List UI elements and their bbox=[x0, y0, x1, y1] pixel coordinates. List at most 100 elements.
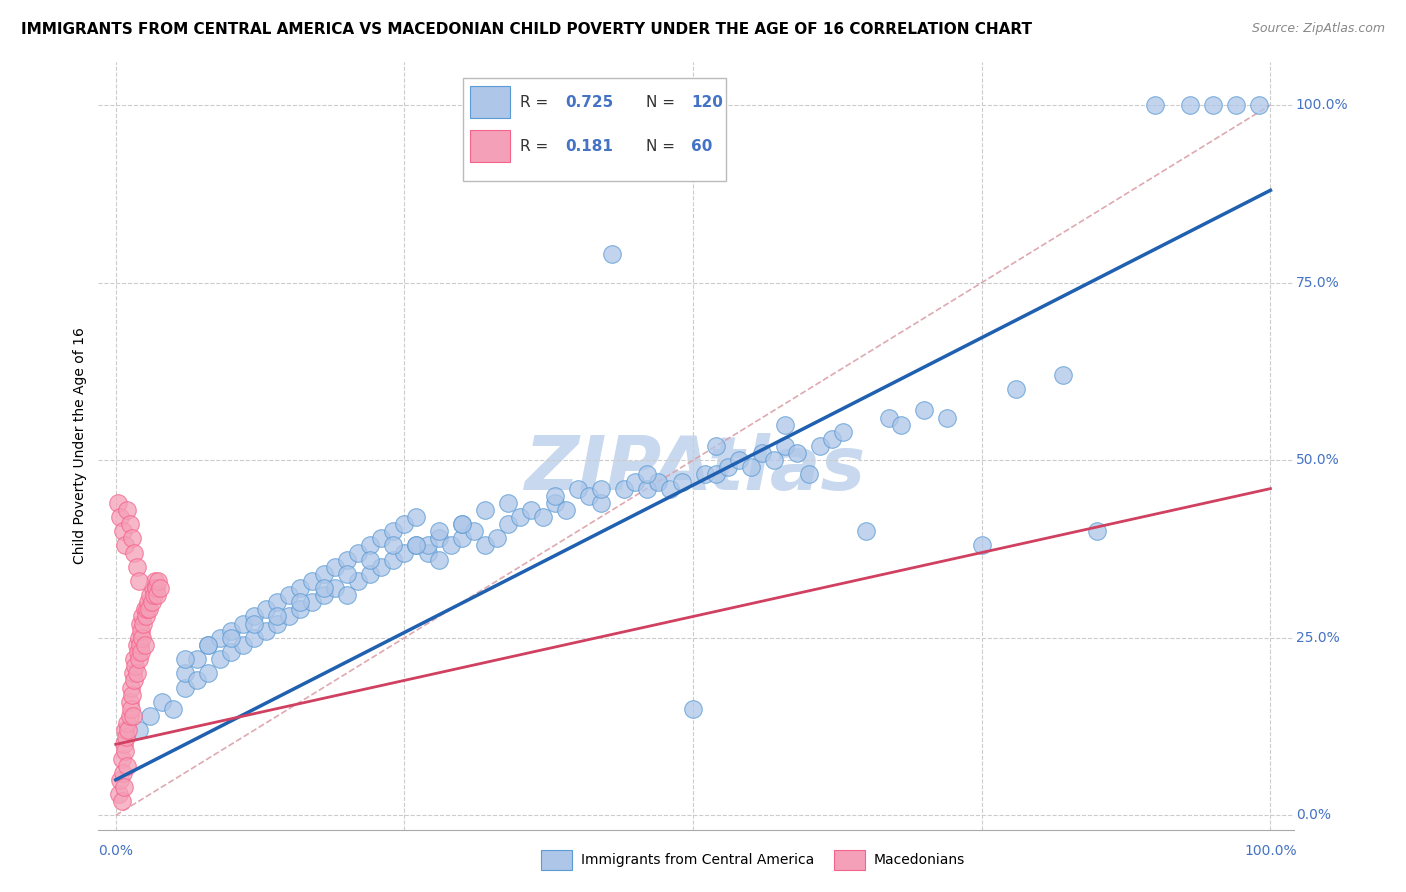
Point bbox=[118, 709, 141, 723]
Point bbox=[381, 524, 404, 539]
Point bbox=[879, 410, 901, 425]
Point bbox=[1178, 98, 1201, 112]
Point bbox=[110, 794, 132, 808]
Point bbox=[146, 588, 169, 602]
Point bbox=[439, 538, 461, 552]
Y-axis label: Child Poverty Under the Age of 16: Child Poverty Under the Age of 16 bbox=[73, 327, 87, 565]
Text: Macedonians: Macedonians bbox=[873, 853, 965, 867]
Point bbox=[135, 602, 157, 616]
Point bbox=[108, 787, 131, 801]
Point bbox=[112, 780, 135, 794]
Point bbox=[336, 552, 359, 566]
Point bbox=[117, 758, 139, 772]
Point bbox=[186, 673, 208, 688]
Point bbox=[290, 581, 312, 595]
Point bbox=[728, 453, 751, 467]
Point bbox=[498, 517, 520, 532]
Text: 100.0%: 100.0% bbox=[1244, 844, 1296, 858]
Point bbox=[111, 524, 134, 539]
Point bbox=[600, 247, 623, 261]
Point bbox=[107, 496, 129, 510]
Point bbox=[855, 524, 877, 539]
Point bbox=[543, 496, 565, 510]
Point bbox=[115, 730, 138, 744]
Point bbox=[786, 446, 808, 460]
Point bbox=[970, 538, 993, 552]
Point bbox=[416, 545, 439, 559]
Point bbox=[138, 602, 160, 616]
Point bbox=[110, 772, 132, 787]
Point bbox=[1247, 98, 1270, 112]
Point bbox=[121, 532, 143, 546]
Point bbox=[312, 581, 335, 595]
Point bbox=[120, 681, 142, 695]
Point bbox=[451, 517, 474, 532]
Point bbox=[150, 695, 173, 709]
Point bbox=[463, 524, 485, 539]
Point bbox=[775, 417, 797, 432]
Point bbox=[381, 538, 404, 552]
Point bbox=[451, 517, 474, 532]
Point bbox=[219, 645, 242, 659]
Point bbox=[197, 638, 219, 652]
Point bbox=[359, 538, 381, 552]
Point bbox=[1143, 98, 1166, 112]
Point bbox=[323, 581, 346, 595]
Point bbox=[174, 681, 197, 695]
Point bbox=[142, 588, 165, 602]
Point bbox=[125, 559, 148, 574]
Point bbox=[139, 588, 162, 602]
Point bbox=[498, 496, 520, 510]
Point bbox=[174, 652, 197, 666]
Point bbox=[131, 631, 153, 645]
Point bbox=[135, 609, 157, 624]
Point bbox=[416, 538, 439, 552]
Text: IMMIGRANTS FROM CENTRAL AMERICA VS MACEDONIAN CHILD POVERTY UNDER THE AGE OF 16 : IMMIGRANTS FROM CENTRAL AMERICA VS MACED… bbox=[21, 22, 1032, 37]
Point bbox=[266, 609, 288, 624]
Point bbox=[243, 616, 266, 631]
Point bbox=[143, 574, 166, 588]
Point bbox=[567, 482, 589, 496]
Point bbox=[148, 574, 170, 588]
Point bbox=[127, 645, 149, 659]
Point bbox=[290, 595, 312, 609]
Point bbox=[671, 475, 693, 489]
Point bbox=[543, 489, 565, 503]
Text: Immigrants from Central America: Immigrants from Central America bbox=[581, 853, 814, 867]
Text: 75.0%: 75.0% bbox=[1296, 276, 1340, 290]
Point bbox=[125, 638, 148, 652]
Point bbox=[740, 460, 762, 475]
Text: R =: R = bbox=[520, 95, 554, 110]
Point bbox=[142, 581, 165, 595]
Point bbox=[122, 545, 145, 559]
Point bbox=[381, 552, 404, 566]
Point bbox=[912, 403, 935, 417]
Point bbox=[117, 503, 139, 517]
Point bbox=[405, 510, 427, 524]
Point bbox=[208, 631, 231, 645]
Point bbox=[208, 652, 231, 666]
Point bbox=[136, 595, 159, 609]
Point bbox=[1052, 368, 1074, 382]
Point bbox=[636, 467, 658, 482]
Point bbox=[589, 482, 612, 496]
Point bbox=[132, 616, 155, 631]
Point bbox=[451, 532, 474, 546]
Point bbox=[129, 638, 152, 652]
Point bbox=[197, 666, 219, 681]
Text: Source: ZipAtlas.com: Source: ZipAtlas.com bbox=[1251, 22, 1385, 36]
Point bbox=[219, 624, 242, 638]
Point bbox=[762, 453, 785, 467]
Point bbox=[174, 666, 197, 681]
Point bbox=[693, 467, 716, 482]
Point bbox=[117, 716, 139, 731]
Point bbox=[266, 595, 288, 609]
Point bbox=[775, 439, 797, 453]
Point bbox=[682, 702, 704, 716]
Point bbox=[636, 482, 658, 496]
Point bbox=[427, 524, 450, 539]
Point bbox=[128, 723, 150, 738]
Text: 0.0%: 0.0% bbox=[98, 844, 134, 858]
Point bbox=[301, 595, 323, 609]
Text: 60: 60 bbox=[692, 138, 713, 153]
